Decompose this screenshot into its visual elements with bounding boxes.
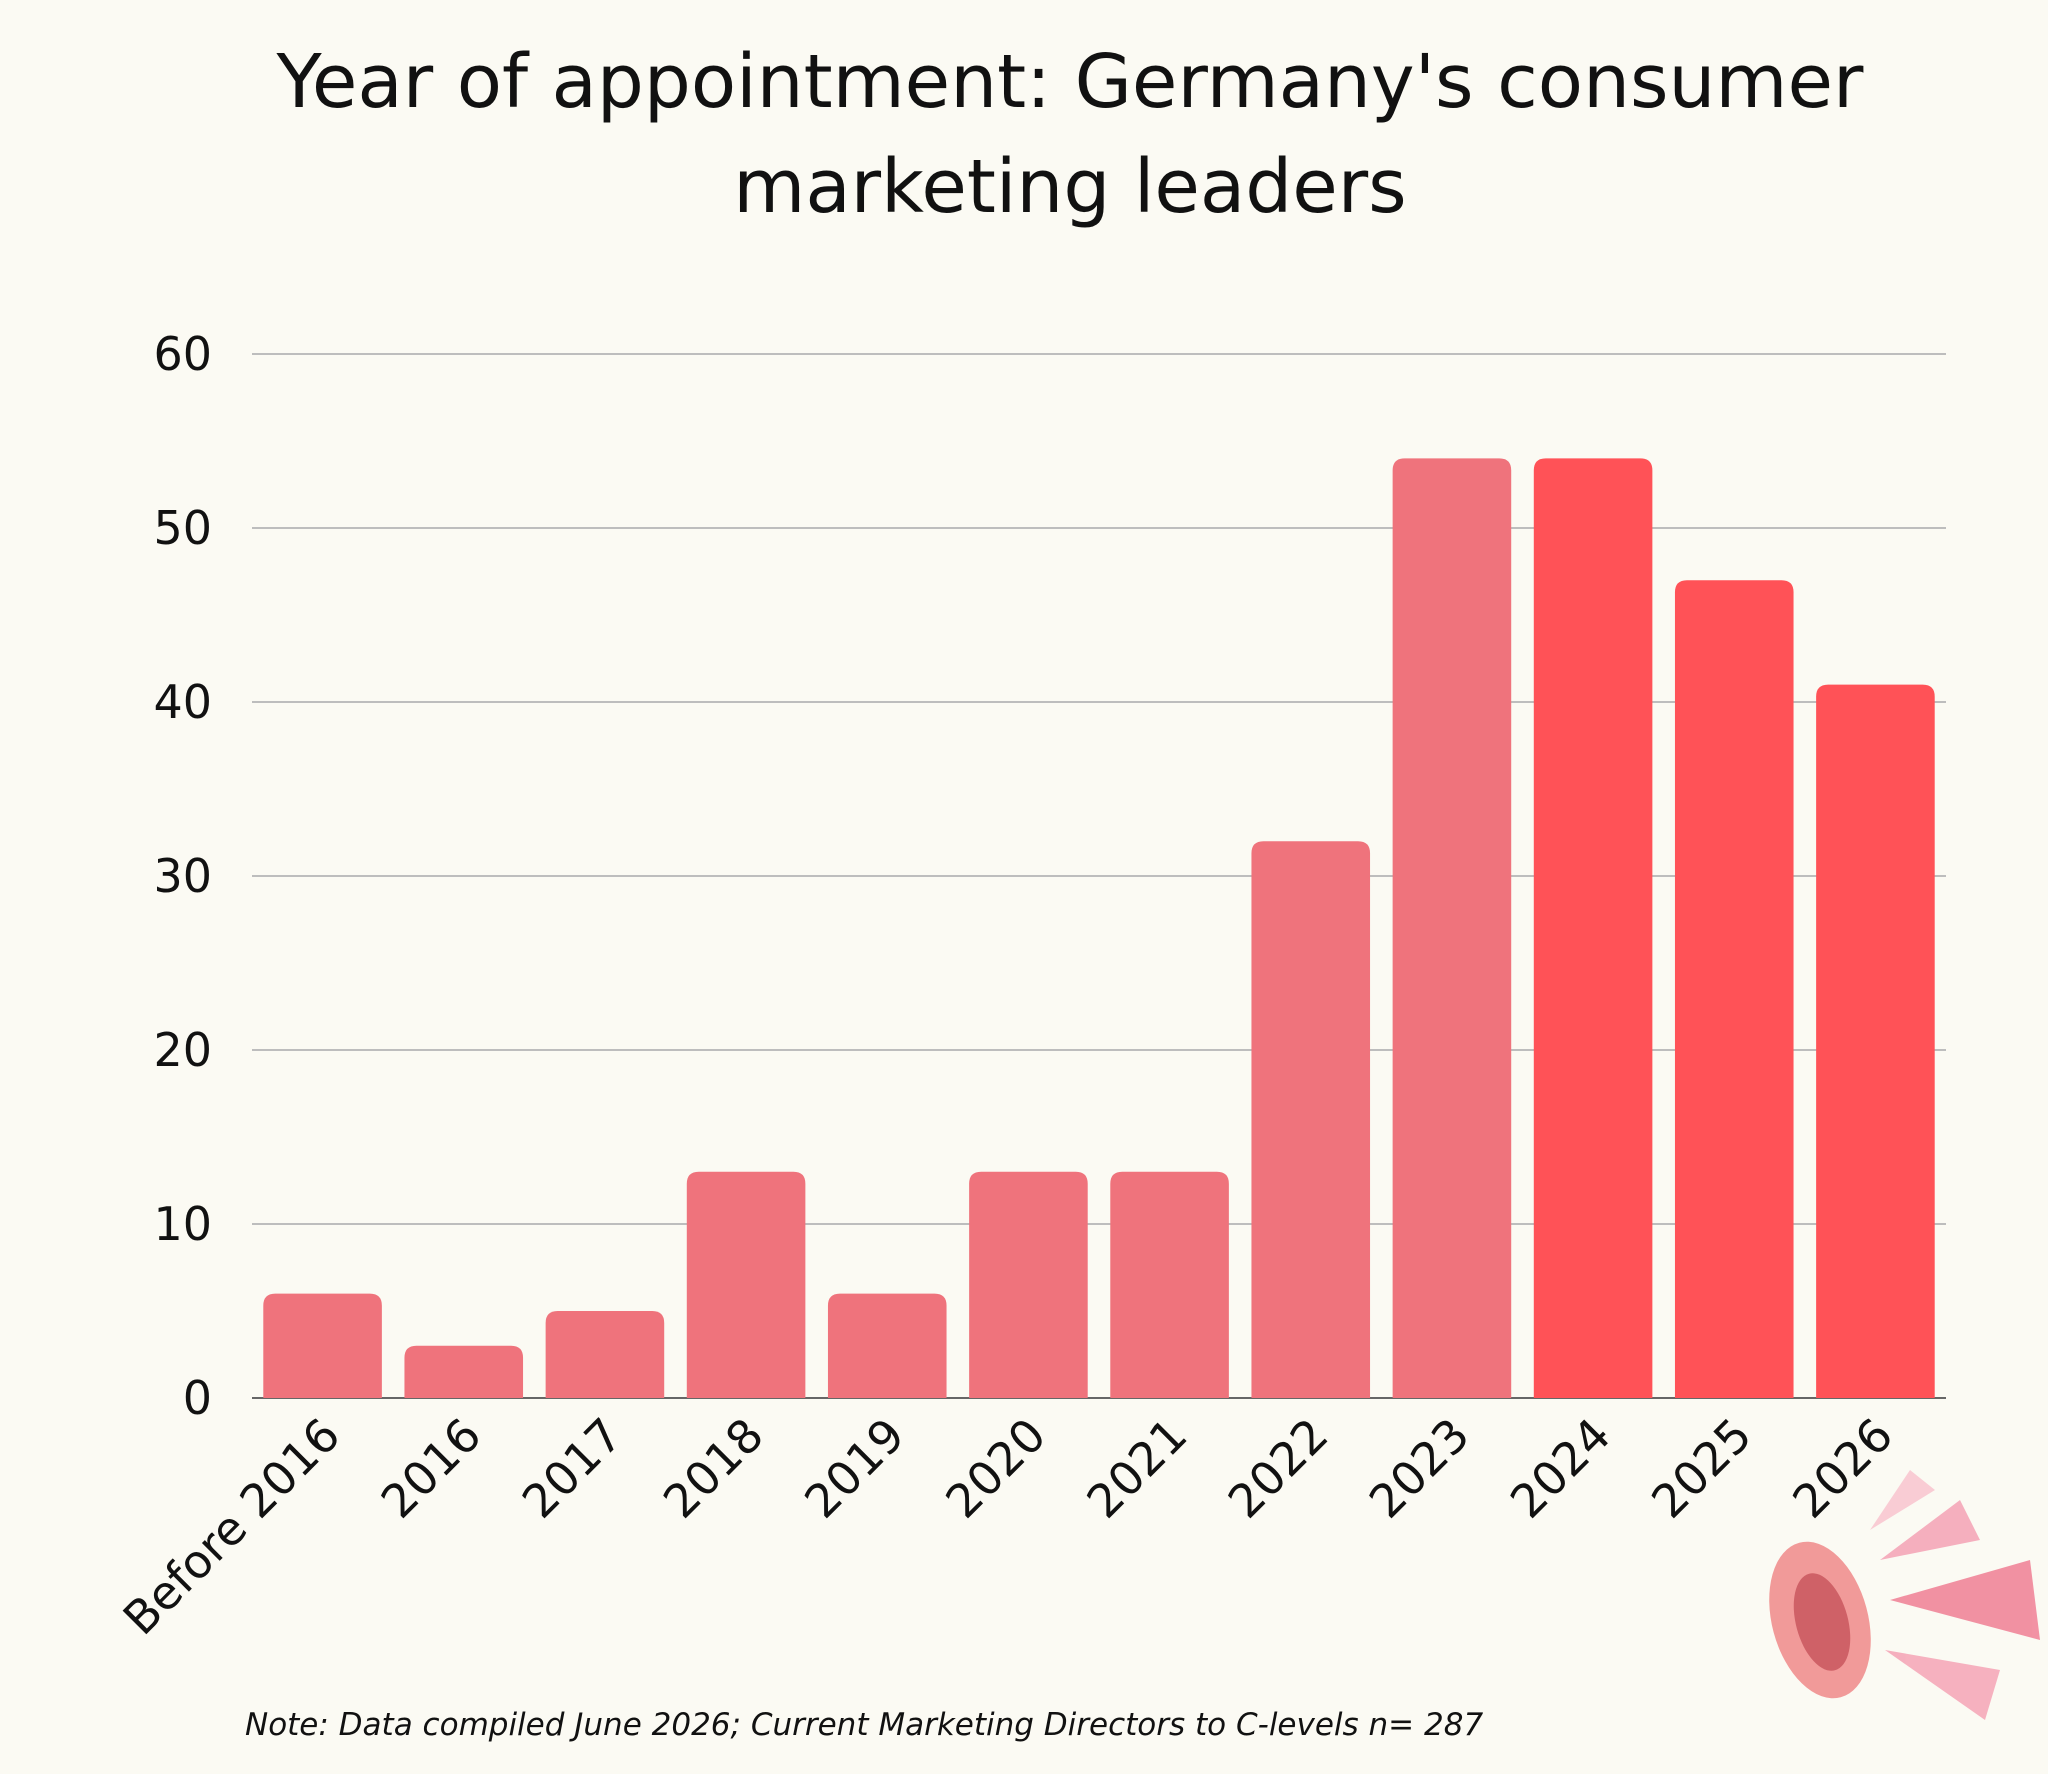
bar — [1251, 841, 1371, 1398]
y-tick-label: 60 — [153, 327, 212, 381]
x-tick-label: 2021 — [1076, 1408, 1197, 1529]
y-tick-label: 50 — [153, 501, 212, 555]
x-tick-label: 2024 — [1500, 1408, 1621, 1529]
bar — [1110, 1171, 1229, 1398]
bar — [827, 1293, 947, 1398]
bar — [686, 1171, 806, 1398]
bar — [545, 1311, 665, 1398]
y-tick-label: 0 — [183, 1371, 212, 1425]
y-tick-label: 10 — [153, 1197, 212, 1251]
y-tick-label: 40 — [153, 675, 212, 729]
x-tick-label: 2017 — [512, 1408, 633, 1529]
x-tick-label: 2022 — [1218, 1408, 1339, 1529]
x-tick-label: 2016 — [371, 1408, 492, 1529]
x-tick-label: Before 2016 — [113, 1408, 351, 1646]
bar — [969, 1171, 1088, 1398]
note: Note: Data compiled June 2026; Current M… — [245, 1707, 1484, 1743]
x-tick-label: 2018 — [653, 1408, 774, 1529]
x-tick-label: 2020 — [935, 1408, 1056, 1529]
y-tick-label: 20 — [153, 1023, 212, 1077]
bar — [1533, 458, 1653, 1398]
x-tick-label: 2025 — [1641, 1408, 1762, 1529]
bar — [1816, 684, 1935, 1398]
x-tick-label: 2023 — [1359, 1408, 1480, 1529]
chart-title: Year of appointment: Germany's consumer … — [276, 39, 1864, 230]
bar — [263, 1293, 382, 1398]
y-tick-label: 30 — [153, 849, 212, 903]
bar — [1674, 580, 1794, 1398]
bar — [1392, 458, 1512, 1398]
decoration — [1769, 1470, 2040, 1720]
bar — [404, 1345, 524, 1398]
x-tick-label: 2019 — [794, 1408, 915, 1529]
